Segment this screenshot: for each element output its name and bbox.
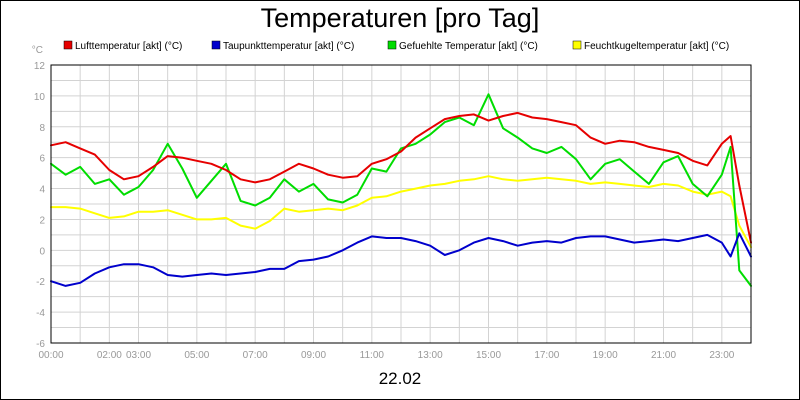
legend-swatch (572, 40, 582, 50)
x-tick-label: 15:00 (476, 350, 501, 361)
x-tick-label: 05:00 (184, 350, 209, 361)
legend-label: Lufttemperatur [akt] (°C) (75, 41, 182, 52)
x-axis-date-label: 22.02 (378, 369, 422, 388)
x-tick-label: 00:00 (38, 350, 63, 361)
y-tick-label: 10 (34, 92, 46, 103)
x-tick-label: 19:00 (593, 350, 618, 361)
y-tick-label: 4 (39, 185, 45, 196)
legend-label: Taupunkttemperatur [akt] (°C) (223, 41, 354, 52)
y-tick-label: -4 (36, 308, 45, 319)
plot-border (50, 64, 752, 344)
y-tick-label: 6 (39, 154, 45, 165)
legend-label: Gefuehlte Temperatur [akt] (°C) (399, 41, 538, 52)
y-tick-label: 8 (39, 123, 45, 134)
x-tick-label: 07:00 (243, 350, 268, 361)
y-tick-label: -2 (36, 277, 45, 288)
series-line-2 (50, 93, 752, 287)
x-tick-label: 02:00 (97, 350, 122, 361)
x-tick-label: 17:00 (534, 350, 559, 361)
series-line-3 (50, 175, 752, 249)
y-tick-label: 0 (39, 246, 45, 257)
legend-label: Feuchtkugeltemperatur [akt] (°C) (584, 41, 729, 52)
x-tick-label: 11:00 (360, 350, 385, 361)
x-tick-label: 21:00 (651, 350, 676, 361)
y-axis-unit-label: °C (32, 45, 43, 56)
series-line-1 (50, 232, 752, 287)
y-tick-label: 2 (39, 215, 45, 226)
chart-title: Temperaturen [pro Tag] (260, 3, 540, 33)
legend-swatch (63, 40, 73, 50)
x-tick-label: 09:00 (301, 350, 326, 361)
legend-swatch (211, 40, 221, 50)
x-tick-label: 23:00 (709, 350, 734, 361)
x-tick-label: 13:00 (418, 350, 443, 361)
y-tick-label: -6 (36, 339, 45, 350)
series-line-0 (50, 111, 752, 244)
x-tick-label: 03:00 (126, 350, 151, 361)
legend-swatch (387, 40, 397, 50)
y-tick-label: 12 (34, 61, 46, 72)
